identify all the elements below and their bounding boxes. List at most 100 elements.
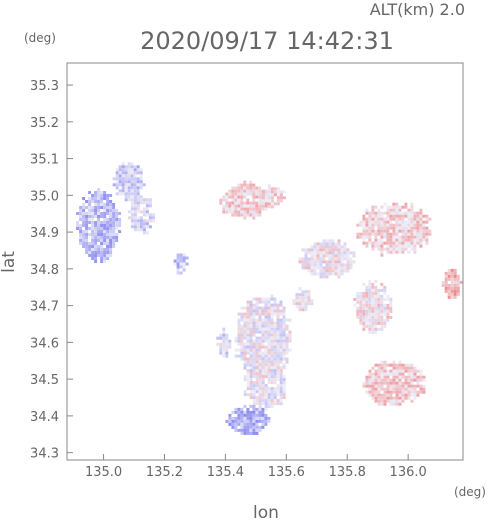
echo-cell	[79, 236, 83, 239]
echo-cell	[298, 299, 302, 303]
echo-cell	[133, 222, 137, 226]
echo-cell	[407, 208, 411, 212]
echo-cell	[386, 220, 390, 224]
echo-cell	[362, 241, 366, 245]
echo-cell	[392, 390, 396, 394]
echo-cell	[356, 312, 360, 316]
echo-cell	[130, 216, 134, 220]
echo-cell	[276, 357, 280, 361]
echo-cell	[383, 229, 387, 233]
echo-cell	[127, 165, 131, 169]
echo-cell	[261, 333, 265, 337]
echo-cell	[374, 369, 378, 373]
echo-cell	[422, 238, 426, 242]
echo-cell	[282, 357, 286, 361]
echo-cell	[100, 233, 104, 236]
echo-cell	[133, 168, 137, 172]
echo-cell	[237, 324, 241, 328]
echo-cell	[328, 254, 332, 258]
echo-cell	[279, 303, 283, 307]
echo-cell	[359, 318, 363, 322]
echo-cell	[422, 390, 426, 394]
echo-cell	[340, 248, 344, 252]
echo-cell	[258, 372, 262, 376]
echo-cell	[450, 295, 454, 299]
echo-cell	[94, 191, 98, 194]
echo-cell	[252, 399, 256, 403]
echo-cell	[310, 245, 314, 249]
echo-cell	[243, 321, 247, 325]
echo-cell	[133, 195, 137, 199]
echo-cell	[288, 333, 292, 337]
echo-cell	[273, 327, 277, 331]
echo-cell	[368, 220, 372, 224]
echo-cell	[456, 280, 460, 284]
echo-cell	[118, 168, 122, 172]
echo-cell	[380, 372, 384, 376]
echo-cell	[273, 342, 277, 346]
echo-cell	[243, 213, 247, 217]
echo-cell	[447, 295, 451, 299]
echo-cell	[334, 254, 338, 258]
echo-cell	[258, 330, 262, 334]
echo-cell	[450, 268, 454, 272]
echo-cell	[240, 431, 244, 435]
echo-cell	[261, 407, 265, 411]
echo-cell	[368, 300, 372, 304]
echo-cell	[249, 366, 253, 370]
echo-cell	[237, 336, 241, 340]
echo-cell	[362, 318, 366, 322]
echo-cell	[334, 269, 338, 273]
echo-cell	[112, 227, 116, 230]
echo-cell	[240, 201, 244, 205]
echo-cell	[453, 277, 457, 281]
echo-cell	[371, 217, 375, 221]
echo-cell	[258, 339, 262, 343]
echo-cell	[100, 200, 104, 203]
echo-cell	[371, 205, 375, 209]
echo-cell	[261, 387, 265, 391]
echo-cell	[225, 345, 229, 349]
echo-cell	[380, 369, 384, 373]
echo-cell	[425, 220, 429, 224]
echo-cell	[267, 348, 271, 352]
echo-cell	[404, 396, 408, 400]
echo-cell	[222, 339, 226, 343]
echo-cell	[298, 308, 302, 312]
echo-cell	[340, 245, 344, 249]
echo-cell	[133, 198, 137, 202]
echo-cell	[240, 428, 244, 432]
echo-cell	[261, 196, 265, 200]
echo-cell	[228, 339, 232, 343]
echo-cell	[130, 204, 134, 208]
echo-cell	[279, 402, 283, 406]
echo-cell	[334, 248, 338, 252]
echo-cell	[386, 390, 390, 394]
echo-cell	[231, 419, 235, 423]
echo-cell	[270, 303, 274, 307]
echo-cell	[383, 393, 387, 397]
echo-cell	[106, 218, 110, 221]
echo-cell	[279, 327, 283, 331]
echo-cell	[383, 366, 387, 370]
echo-cell	[356, 291, 360, 295]
echo-cell	[145, 213, 149, 217]
echo-cell	[273, 190, 277, 194]
echo-cell	[389, 250, 393, 254]
echo-cell	[456, 289, 460, 293]
echo-cell	[243, 312, 247, 316]
echo-cell	[368, 312, 372, 316]
echo-cell	[264, 372, 268, 376]
echo-cell	[261, 351, 265, 355]
echo-cell	[407, 232, 411, 236]
echo-cell	[145, 219, 149, 223]
echo-cell	[133, 228, 137, 232]
echo-cell	[392, 381, 396, 385]
echo-cell	[82, 221, 86, 224]
echo-cell	[371, 232, 375, 236]
echo-cell	[407, 387, 411, 391]
echo-cell	[133, 171, 137, 175]
echo-cell	[389, 381, 393, 385]
echo-cell	[261, 357, 265, 361]
echo-cell	[118, 212, 122, 215]
